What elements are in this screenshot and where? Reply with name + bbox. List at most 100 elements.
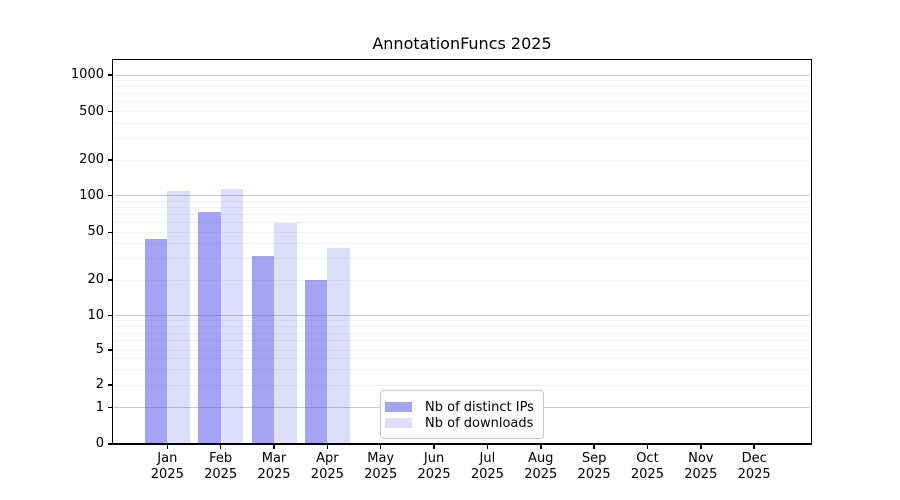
legend-item-downloads: Nb of downloads [385,415,535,431]
y-tick-label: 100 [79,187,104,203]
y-gridline-minor [114,214,810,216]
y-tick-label: 200 [79,152,104,167]
x-tick-year: 2025 [524,467,558,482]
y-gridline-minor [114,86,810,88]
y-gridline-minor [114,258,810,260]
y-gridline-minor [114,159,810,161]
y-tick-mark [108,159,113,161]
legend-swatch-downloads [385,418,412,428]
x-tick-year: 2025 [204,467,238,482]
bar-downloads [327,247,350,444]
x-tick-label: Jun 2025 [402,451,466,483]
x-tick-year: 2025 [150,467,184,482]
x-tick-year: 2025 [630,467,664,482]
x-tick-label: Apr 2025 [295,451,359,483]
x-tick-year: 2025 [737,467,771,482]
x-tick-month: Jun [423,451,445,466]
y-gridline-major [114,315,810,316]
x-tick-label: Jan 2025 [135,451,199,483]
y-tick-mark [108,406,113,409]
y-tick-label: 2 [95,377,104,392]
y-gridline-minor [114,358,810,360]
y-gridline-minor [114,340,810,342]
y-gridline-minor [114,349,810,351]
x-tick-month: Mar [261,451,287,466]
y-gridline-minor [114,101,810,103]
y-gridline-minor [114,231,810,233]
y-tick-mark [108,314,113,317]
y-tick-label: 20 [87,272,104,287]
y-tick-label: 50 [87,224,104,240]
x-tick-mark [273,444,275,449]
y-tick-label: 500 [79,103,104,119]
x-tick-label: May 2025 [349,451,413,483]
bar-distinct-ips [144,238,168,444]
x-tick-year: 2025 [577,467,611,482]
y-gridline-minor [114,320,810,322]
x-tick-mark [433,444,435,449]
x-tick-mark [646,444,649,449]
legend-label-distinct-ips: Nb of distinct IPs [425,399,534,415]
x-tick-label: Nov 2025 [669,451,733,483]
y-tick-mark [108,384,113,386]
y-tick-label: 1 [95,399,104,415]
y-gridline-minor [114,122,810,124]
x-tick-mark [166,444,169,449]
x-tick-mark [540,444,542,449]
x-tick-mark [219,444,222,449]
y-tick-mark [108,110,113,113]
x-tick-year: 2025 [470,467,504,482]
legend: Nb of distinct IPs Nb of downloads [380,390,544,439]
x-tick-year: 2025 [310,467,344,482]
x-axis-line [112,442,812,445]
bar-downloads [167,190,190,444]
x-tick-month: Jul [479,451,496,466]
y-gridline-minor [114,243,810,245]
bar-downloads [220,188,244,444]
y-tick-mark [108,443,113,445]
y-tick-label: 10 [87,307,104,323]
x-tick-mark [486,444,489,449]
x-tick-month: May [367,451,395,466]
x-tick-month: Dec [741,451,767,466]
bar-downloads [274,222,297,444]
bar-distinct-ips [251,255,274,444]
y-tick-mark [108,231,113,234]
y-tick-label: 1000 [70,67,104,82]
y-gridline-major [114,74,810,76]
legend-label-downloads: Nb of downloads [425,415,534,431]
y-gridline-minor [114,369,810,370]
x-tick-year: 2025 [684,467,718,482]
x-tick-label: Aug 2025 [509,451,573,483]
y-gridline-minor [114,111,810,112]
y-tick-label: 0 [95,436,104,451]
x-tick-label: Jul 2025 [455,451,519,483]
bar-distinct-ips [198,211,221,444]
x-tick-label: Sep 2025 [562,451,626,483]
x-tick-month: Nov [688,451,714,466]
y-gridline-major [114,195,810,197]
x-tick-label: Dec 2025 [722,451,786,483]
y-gridline-minor [114,384,810,386]
y-tick-mark [108,349,113,351]
x-tick-month: Sep [581,451,607,466]
x-tick-label: Mar 2025 [242,451,306,483]
y-tick-label: 5 [95,342,104,357]
x-tick-label: Oct 2025 [615,451,679,483]
bar-distinct-ips [304,280,328,444]
x-tick-mark [593,444,595,449]
y-gridline-minor [114,222,810,224]
y-gridline-minor [114,326,810,328]
y-gridline-minor [114,332,810,334]
legend-item-distinct-ips: Nb of distinct IPs [385,399,535,415]
y-gridline-minor [114,138,810,140]
x-tick-mark [379,444,382,449]
x-tick-year: 2025 [257,467,291,482]
x-tick-year: 2025 [364,467,398,482]
x-tick-year: 2025 [417,467,451,482]
x-tick-label: Feb 2025 [189,451,253,483]
x-tick-month: Oct [636,451,659,466]
legend-swatch-distinct-ips [385,402,412,412]
